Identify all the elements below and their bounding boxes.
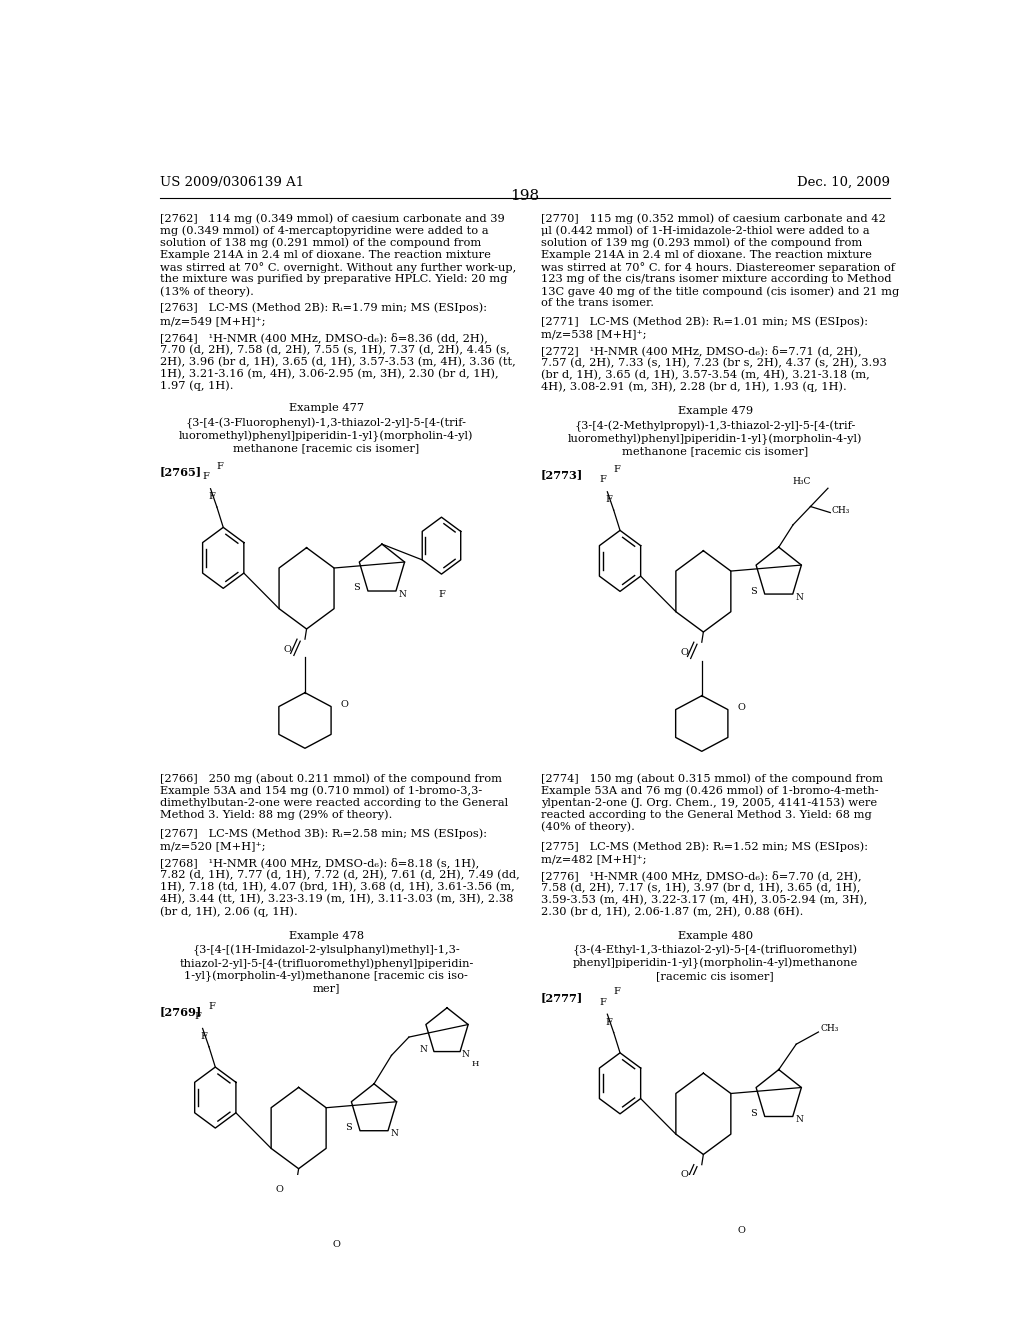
Text: [2775]   LC-MS (Method 2B): Rᵢ=1.52 min; MS (ESIpos):: [2775] LC-MS (Method 2B): Rᵢ=1.52 min; M… [541,841,867,851]
Text: [2770]   115 mg (0.352 mmol) of caesium carbonate and 42
μl (0.442 mmol) of 1-H-: [2770] 115 mg (0.352 mmol) of caesium ca… [541,214,899,308]
Text: Dec. 10, 2009: Dec. 10, 2009 [797,176,890,189]
Text: S: S [750,1109,757,1118]
Text: S: S [345,1123,352,1133]
Text: O: O [333,1239,341,1249]
Text: H₃C: H₃C [793,477,811,486]
Text: [2777]: [2777] [541,991,583,1003]
Text: F: F [599,475,606,484]
Text: F: F [217,462,223,471]
Text: F: F [438,590,444,599]
Text: m/z=549 [M+H]⁺;: m/z=549 [M+H]⁺; [160,315,265,326]
Text: F: F [605,495,612,504]
Text: F: F [209,492,216,502]
Text: Example 477: Example 477 [289,404,364,413]
Text: m/z=538 [M+H]⁺;: m/z=538 [M+H]⁺; [541,329,646,339]
Text: S: S [353,583,360,593]
Text: m/z=520 [M+H]⁺;: m/z=520 [M+H]⁺; [160,841,265,851]
Text: Example 478: Example 478 [289,931,364,941]
Text: CH₃: CH₃ [831,506,850,515]
Text: [2769]: [2769] [160,1006,202,1018]
Text: F: F [195,1011,202,1020]
Text: O: O [737,704,745,711]
Text: F: F [209,1002,216,1011]
Text: O: O [737,1225,745,1234]
Text: CH₃: CH₃ [821,1024,840,1034]
Text: m/z=482 [M+H]⁺;: m/z=482 [M+H]⁺; [541,854,646,865]
Text: O: O [275,1184,284,1193]
Text: O: O [284,645,292,653]
Text: [2773]: [2773] [541,470,583,480]
Text: N: N [462,1051,470,1059]
Text: N: N [795,1115,803,1125]
Text: [2771]   LC-MS (Method 2B): Rᵢ=1.01 min; MS (ESIpos):: [2771] LC-MS (Method 2B): Rᵢ=1.01 min; M… [541,315,867,326]
Text: 198: 198 [510,189,540,203]
Text: O: O [680,648,688,657]
Text: F: F [203,473,209,480]
Text: US 2009/0306139 A1: US 2009/0306139 A1 [160,176,304,189]
Text: O: O [680,1171,688,1179]
Text: H: H [472,1060,479,1068]
Text: [2762]   114 mg (0.349 mmol) of caesium carbonate and 39
mg (0.349 mmol) of 4-me: [2762] 114 mg (0.349 mmol) of caesium ca… [160,214,516,297]
Text: S: S [750,586,757,595]
Text: [2767]   LC-MS (Method 3B): Rᵢ=2.58 min; MS (ESIpos):: [2767] LC-MS (Method 3B): Rᵢ=2.58 min; M… [160,828,486,838]
Text: N: N [420,1045,428,1055]
Text: N: N [398,590,407,598]
Text: N: N [795,593,803,602]
Text: [2764]   ¹H-NMR (400 MHz, DMSO-d₆): δ=8.36 (dd, 2H),
7.70 (d, 2H), 7.58 (d, 2H),: [2764] ¹H-NMR (400 MHz, DMSO-d₆): δ=8.36… [160,333,515,391]
Text: N: N [390,1130,398,1138]
Text: {3-[4-(3-Fluorophenyl)-1,3-thiazol-2-yl]-5-[4-(trif-
luoromethyl)phenyl]piperidi: {3-[4-(3-Fluorophenyl)-1,3-thiazol-2-yl]… [179,417,474,454]
Text: [2765]: [2765] [160,466,202,478]
Text: Example 480: Example 480 [678,931,753,941]
Text: O: O [341,700,348,709]
Text: [2774]   150 mg (about 0.315 mmol) of the compound from
Example 53A and 76 mg (0: [2774] 150 mg (about 0.315 mmol) of the … [541,774,883,833]
Text: F: F [613,987,621,997]
Text: {3-[4-(2-Methylpropyl)-1,3-thiazol-2-yl]-5-[4-(trif-
luoromethyl)phenyl]piperidi: {3-[4-(2-Methylpropyl)-1,3-thiazol-2-yl]… [568,421,862,457]
Text: {3-[4-[(1H-Imidazol-2-ylsulphanyl)methyl]-1,3-
thiazol-2-yl]-5-[4-(trifluorometh: {3-[4-[(1H-Imidazol-2-ylsulphanyl)methyl… [179,945,473,994]
Text: [2772]   ¹H-NMR (400 MHz, DMSO-d₆): δ=7.71 (d, 2H),
7.57 (d, 2H), 7.33 (s, 1H), : [2772] ¹H-NMR (400 MHz, DMSO-d₆): δ=7.71… [541,346,887,392]
Text: F: F [613,465,621,474]
Text: [2766]   250 mg (about 0.211 mmol) of the compound from
Example 53A and 154 mg (: [2766] 250 mg (about 0.211 mmol) of the … [160,774,508,820]
Text: [2776]   ¹H-NMR (400 MHz, DMSO-d₆): δ=7.70 (d, 2H),
7.58 (d, 2H), 7.17 (s, 1H), : [2776] ¹H-NMR (400 MHz, DMSO-d₆): δ=7.70… [541,871,867,917]
Text: Example 479: Example 479 [678,407,753,416]
Text: [2763]   LC-MS (Method 2B): Rᵢ=1.79 min; MS (ESIpos):: [2763] LC-MS (Method 2B): Rᵢ=1.79 min; M… [160,302,486,313]
Text: F: F [599,998,606,1007]
Text: {3-(4-Ethyl-1,3-thiazol-2-yl)-5-[4-(trifluoromethyl)
phenyl]piperidin-1-yl}(morp: {3-(4-Ethyl-1,3-thiazol-2-yl)-5-[4-(trif… [572,945,858,981]
Text: [2768]   ¹H-NMR (400 MHz, DMSO-d₆): δ=8.18 (s, 1H),
7.82 (d, 1H), 7.77 (d, 1H), : [2768] ¹H-NMR (400 MHz, DMSO-d₆): δ=8.18… [160,858,519,917]
Text: F: F [201,1032,208,1041]
Text: F: F [605,1018,612,1027]
